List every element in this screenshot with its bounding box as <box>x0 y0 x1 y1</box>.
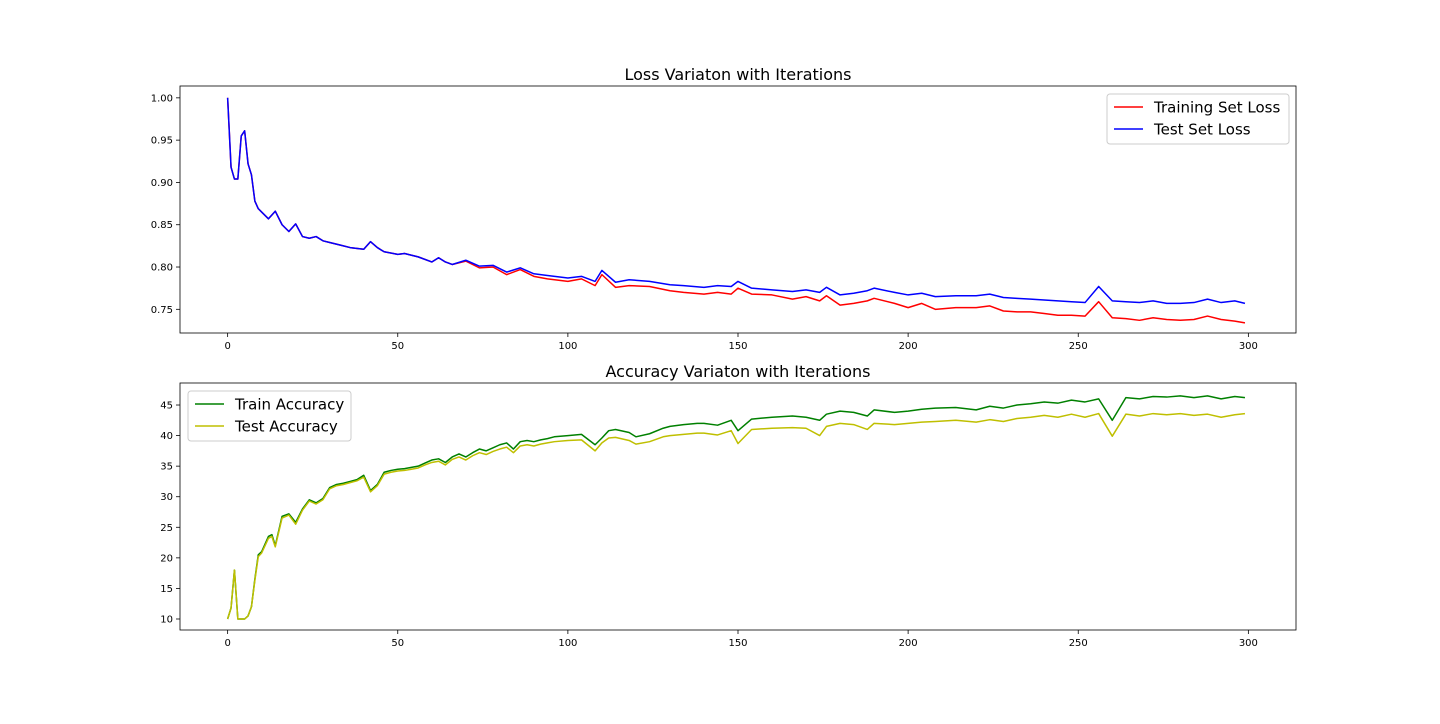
y-tick-label: 45 <box>160 401 173 412</box>
y-tick-label: 1.00 <box>151 93 173 104</box>
series-line-2 <box>226 97 1246 305</box>
y-tick-label: 30 <box>160 492 173 503</box>
x-tick-label: 250 <box>1069 341 1088 352</box>
legend: Training Set Loss Test Set Loss <box>1106 93 1290 145</box>
legend-label: Test Accuracy <box>234 418 338 436</box>
legend-label: Test Set Loss <box>1153 121 1251 139</box>
chart-title: Loss Variaton with Iterations <box>624 65 851 84</box>
x-tick-label: 0 <box>224 341 230 352</box>
y-tick-label: 40 <box>160 431 173 442</box>
x-tick-label: 200 <box>899 341 918 352</box>
x-tick-label: 50 <box>391 341 404 352</box>
chart-panel-2: Accuracy Variaton with Iterations 0 50 100 1… <box>160 362 1297 649</box>
x-tick-label: 0 <box>224 638 230 649</box>
y-tick-label: 25 <box>160 523 173 534</box>
legend-label: Training Set Loss <box>1153 99 1280 117</box>
legend-box <box>1106 93 1290 145</box>
series-line-1 <box>226 395 1246 620</box>
legend-label: Train Accuracy <box>234 396 344 414</box>
chart-panel-1: Loss Variaton with Iterations 0 50 100 150 20… <box>151 65 1297 352</box>
y-tick-label: 0.90 <box>151 178 173 189</box>
x-tick-label: 250 <box>1069 638 1088 649</box>
y-tick-label: 0.80 <box>151 263 173 274</box>
x-tick-label: 100 <box>558 638 577 649</box>
y-tick-label: 35 <box>160 462 173 473</box>
x-tick-label: 300 <box>1239 341 1258 352</box>
x-tick-label: 150 <box>728 638 747 649</box>
y-tick-label: 0.85 <box>151 220 173 231</box>
chart-title: Accuracy Variaton with Iterations <box>606 362 871 381</box>
y-tick-label: 15 <box>160 584 173 595</box>
y-tick-label: 0.95 <box>151 136 173 147</box>
x-tick-label: 50 <box>391 638 404 649</box>
y-tick-label: 10 <box>160 614 173 625</box>
legend: Train Accuracy Test Accuracy <box>187 390 352 442</box>
x-tick-label: 150 <box>728 341 747 352</box>
y-tick-label: 20 <box>160 553 173 564</box>
series-line-1 <box>226 97 1246 324</box>
y-tick-label: 0.75 <box>151 305 173 316</box>
x-tick-label: 100 <box>558 341 577 352</box>
x-tick-label: 200 <box>899 638 918 649</box>
legend-box <box>187 390 352 442</box>
series-line-2 <box>226 412 1246 620</box>
x-tick-label: 300 <box>1239 638 1258 649</box>
